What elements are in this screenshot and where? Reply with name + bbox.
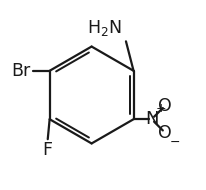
Text: O: O — [158, 124, 172, 142]
Text: +: + — [156, 102, 166, 115]
Text: N: N — [145, 110, 158, 128]
Text: F: F — [43, 141, 53, 159]
Text: O: O — [158, 97, 172, 115]
Text: $\mathregular{H_2N}$: $\mathregular{H_2N}$ — [87, 18, 122, 38]
Text: Br: Br — [11, 62, 31, 80]
Text: −: − — [170, 136, 180, 149]
